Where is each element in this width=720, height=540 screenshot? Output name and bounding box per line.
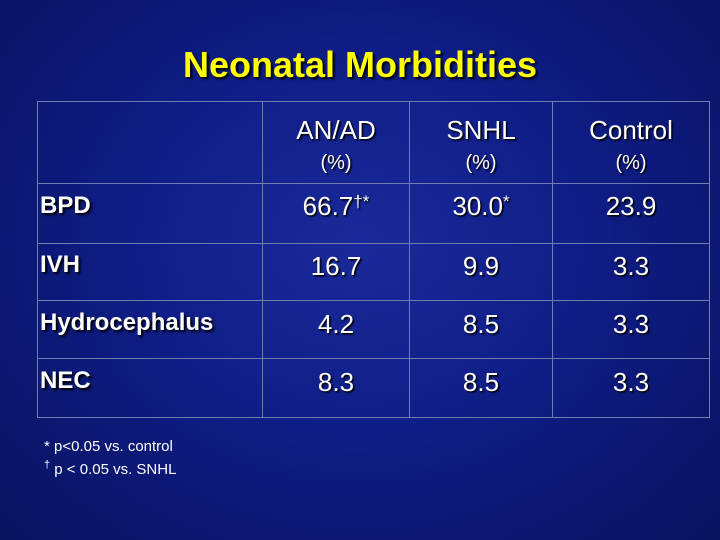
slide-title: Neonatal Morbidities [182, 44, 538, 85]
row-label-bpd: BPD [40, 192, 91, 219]
row-label-nec: NEC [40, 367, 91, 394]
table-cell: 3.3 [612, 366, 650, 397]
table-cell: 23.9 [605, 190, 657, 221]
morbidity-table [37, 101, 710, 418]
table-cell: 9.9 [462, 250, 500, 281]
table-cell: 66.7 †* [302, 190, 370, 221]
table-cell: 8.5 [462, 308, 500, 339]
col-unit-control: (%) [615, 151, 647, 174]
row-label-ivh: IVH [40, 251, 81, 278]
table-cell: 8.5 [462, 366, 500, 397]
table-cell: 3.3 [612, 250, 650, 281]
footnote-control: * p<0.05 vs. control [44, 438, 173, 455]
row-label-hydrocephalus: Hydrocephalus [40, 309, 214, 336]
col-header-anad: AN/AD [296, 114, 376, 145]
footnote-snhl: † p < 0.05 vs. SNHL [44, 459, 177, 478]
table-cell: 30.0 * [452, 190, 510, 221]
table-cell: 3.3 [612, 308, 650, 339]
table-cell: 8.3 [317, 366, 355, 397]
col-header-control: Control [589, 114, 673, 145]
col-header-snhl: SNHL [446, 114, 516, 145]
table-cell: 16.7 [310, 250, 362, 281]
table-cell: 4.2 [317, 308, 355, 339]
col-unit-snhl: (%) [465, 151, 497, 174]
col-unit-anad: (%) [320, 151, 352, 174]
